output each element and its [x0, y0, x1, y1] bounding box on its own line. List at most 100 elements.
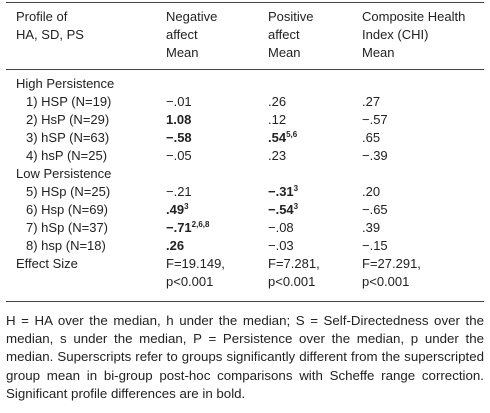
row-label: 7) hSp (N=37)	[26, 220, 108, 236]
cell-text: −.65	[362, 202, 388, 217]
header-cell-text: Negative	[166, 9, 218, 24]
section-title: Low Persistence	[16, 166, 111, 182]
cell: −.57	[362, 112, 388, 128]
cell: 1.08	[166, 112, 191, 128]
header-cell-text: Mean	[362, 45, 395, 60]
cell-text: p<0.001	[362, 274, 410, 289]
row-label: 3) hSP (N=63)	[26, 130, 109, 146]
header-cell: Positive	[268, 9, 314, 25]
cell-text: −.71	[166, 220, 192, 235]
cell-text: .49	[166, 202, 185, 217]
header-cell: Mean	[166, 45, 199, 61]
row-label-text: 5) HSp (N=25)	[26, 184, 111, 199]
cell: −.543	[268, 202, 298, 218]
cell: −.08	[268, 220, 294, 236]
cell-text: .65	[362, 130, 381, 145]
row-label-text: 2) HsP (N=29)	[26, 112, 110, 127]
header-cell: affect	[166, 27, 198, 43]
header-cell: Mean	[362, 45, 395, 61]
cell-text: .39	[362, 220, 381, 235]
header-rule	[6, 69, 484, 70]
cell-text: −.54	[268, 202, 294, 217]
cell-text: −.08	[268, 220, 294, 235]
superscript: 2,6,8	[191, 220, 210, 229]
row-label: 8) hsp (N=18)	[26, 238, 106, 254]
cell: −.39	[362, 148, 388, 164]
header-cell-text: affect	[268, 27, 300, 42]
header-cell: Index (CHI)	[362, 27, 428, 43]
header-cell-text: Positive	[268, 9, 314, 24]
cell: .65	[362, 130, 380, 146]
row-label: 1) HSP (N=19)	[26, 94, 111, 110]
header-cell-text: HA, SD, PS	[16, 27, 84, 42]
header-cell-text: Index (CHI)	[362, 27, 429, 42]
header-cell: affect	[268, 27, 300, 43]
section-title-text: High Persistence	[16, 76, 115, 91]
top-rule	[6, 2, 484, 3]
superscript: 3	[184, 202, 189, 211]
cell-text: F=27.291,	[362, 256, 421, 271]
cell: −.15	[362, 238, 388, 254]
cell: −.712,6,8	[166, 220, 209, 236]
cell: F=27.291,	[362, 256, 421, 272]
cell-text: −.15	[362, 238, 388, 253]
cell: .39	[362, 220, 380, 236]
cell: .23	[268, 148, 286, 164]
superscript: 5,6	[286, 130, 298, 139]
row-label-text: Effect Size	[16, 256, 78, 271]
cell-text: .54	[268, 130, 287, 145]
cell-text: F=19.149,	[166, 256, 225, 271]
header-cell: Profile of	[16, 9, 67, 25]
cell-text: −.58	[166, 130, 192, 145]
row-label-text: 7) hSp (N=37)	[26, 220, 109, 235]
superscript: 3	[293, 184, 299, 193]
cell: −.03	[268, 238, 294, 254]
cell-text: .12	[268, 112, 287, 127]
cell: p<0.001	[362, 274, 409, 290]
cell-text: 1.08	[166, 112, 192, 127]
cell-text: .26	[268, 94, 287, 109]
row-label-text: 3) hSP (N=63)	[26, 130, 110, 145]
row-label-text: 8) hsp (N=18)	[26, 238, 106, 253]
row-label: 4) hsP (N=25)	[26, 148, 107, 164]
header-cell: Mean	[268, 45, 301, 61]
header-cell-text: Mean	[166, 45, 199, 60]
cell: .545,6	[268, 130, 297, 146]
cell-text: .26	[166, 238, 185, 253]
header-cell-text: Mean	[268, 45, 301, 60]
header-cell-text: Composite Health	[362, 9, 466, 24]
section-title: High Persistence	[16, 76, 114, 92]
cell: −.313	[268, 184, 298, 200]
cell: p<0.001	[268, 274, 315, 290]
cell-text: −.39	[362, 148, 388, 163]
row-label-text: 1) HSP (N=19)	[26, 94, 112, 109]
cell: −.01	[166, 94, 192, 110]
cell-text: −.21	[166, 184, 192, 199]
cell-text: p<0.001	[166, 274, 214, 289]
header-cell: HA, SD, PS	[16, 27, 84, 43]
cell: .26	[166, 238, 184, 254]
cell: −.05	[166, 148, 192, 164]
row-label: 2) HsP (N=29)	[26, 112, 109, 128]
section-title-text: Low Persistence	[16, 166, 112, 181]
cell-text: −.03	[268, 238, 294, 253]
footnote: H = HA over the median, h under the medi…	[6, 313, 484, 401]
cell-text: .23	[268, 148, 287, 163]
cell-text: p<0.001	[268, 274, 316, 289]
cell: .20	[362, 184, 380, 200]
cell: −.21	[166, 184, 192, 200]
cell-text: −.05	[166, 148, 192, 163]
header-cell-text: Profile of	[16, 9, 68, 24]
cell-text: .20	[362, 184, 381, 199]
header-cell: Composite Health	[362, 9, 465, 25]
bottom-rule	[6, 301, 484, 302]
row-label: 5) HSp (N=25)	[26, 184, 110, 200]
cell: F=7.281,	[268, 256, 320, 272]
cell-text: F=7.281,	[268, 256, 320, 271]
cell-text: .27	[362, 94, 381, 109]
row-label: Effect Size	[16, 256, 78, 272]
row-label: 6) Hsp (N=69)	[26, 202, 108, 218]
cell: .26	[268, 94, 286, 110]
row-label-text: 6) Hsp (N=69)	[26, 202, 108, 217]
